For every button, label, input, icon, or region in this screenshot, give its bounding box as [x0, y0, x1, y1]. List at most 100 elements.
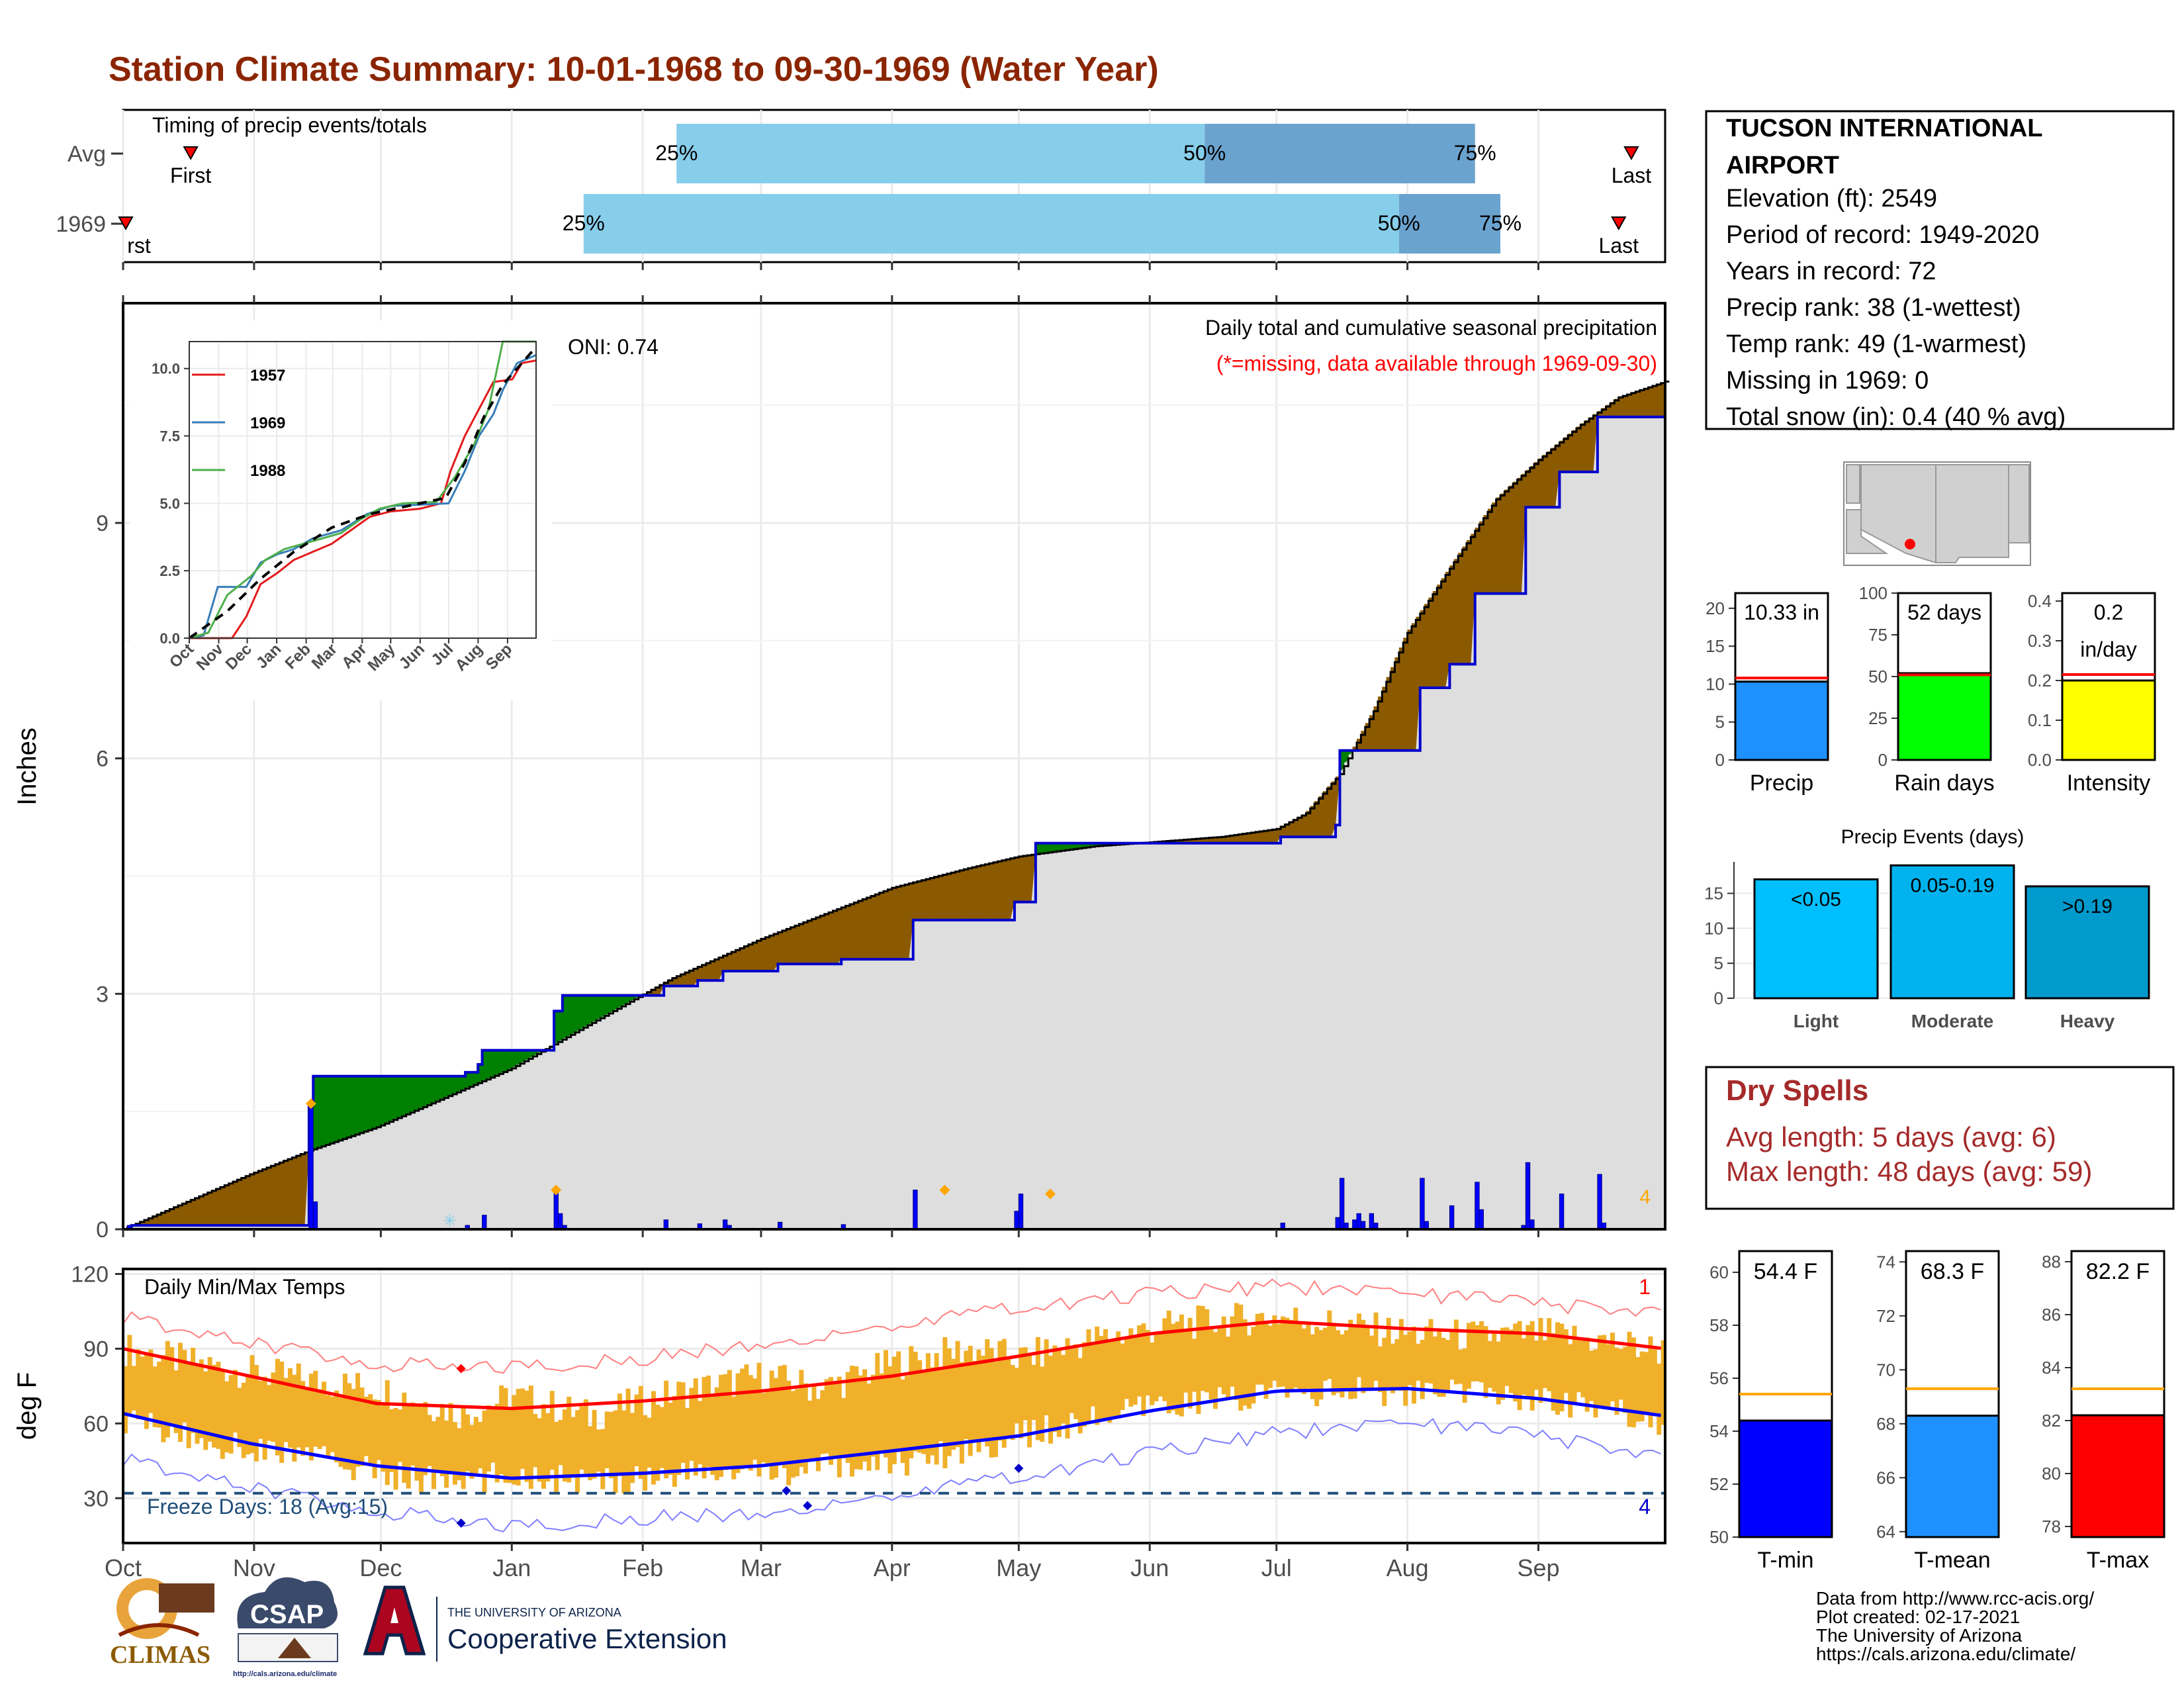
- temp-summary-ytick-label: 66: [1876, 1468, 1895, 1487]
- daily-temp-bar: [1052, 1345, 1058, 1432]
- daily-temp-bar: [439, 1403, 445, 1477]
- precip-departure-fill: [731, 951, 737, 971]
- precip-departure-fill: [1555, 444, 1561, 508]
- triangle-marker-icon: [183, 146, 199, 161]
- daily-temp-bar: [1432, 1336, 1437, 1395]
- daily-temp-bar: [292, 1374, 297, 1462]
- precip-departure-fill: [820, 915, 825, 964]
- daily-temp-bar: [1597, 1335, 1602, 1408]
- precip-departure-fill: [705, 962, 711, 981]
- precip-departure-fill: [313, 1076, 318, 1149]
- daily-temp-bar: [596, 1429, 601, 1472]
- daily-precip-bar: [1352, 1219, 1357, 1230]
- precip-departure-fill: [1179, 839, 1184, 843]
- daily-temp-bar: [271, 1372, 276, 1442]
- daily-precip-bar: [312, 1201, 318, 1230]
- precip-departure-fill: [1504, 489, 1510, 594]
- daily-temp-bar: [1247, 1335, 1252, 1409]
- precip-ytick-label: 9: [96, 511, 109, 536]
- precip-departure-fill: [520, 1050, 525, 1062]
- precip-departure-fill: [904, 884, 909, 960]
- precip-departure-fill: [207, 1192, 212, 1226]
- daily-temp-bar: [423, 1401, 428, 1476]
- timing-bar-25-50: [583, 194, 1399, 254]
- daily-temp-bar: [1281, 1316, 1286, 1387]
- precip-departure-fill: [161, 1211, 166, 1226]
- daily-temp-bar: [1302, 1328, 1306, 1394]
- daily-temp-bar: [1095, 1327, 1100, 1425]
- precip-departure-fill: [1525, 469, 1531, 508]
- daily-temp-bar: [304, 1389, 310, 1448]
- daily-temp-bar: [891, 1356, 897, 1464]
- daily-temp-bar: [177, 1342, 183, 1442]
- precip-departure-fill: [884, 890, 889, 960]
- daily-temp-bar: [1192, 1338, 1197, 1392]
- daily-temp-bar: [752, 1378, 758, 1460]
- precip-departure-fill: [165, 1209, 170, 1226]
- precip-departure-fill: [1547, 451, 1552, 508]
- daily-temp-bar: [600, 1429, 606, 1489]
- daily-temp-bar: [1437, 1331, 1442, 1397]
- precip-departure-fill: [1234, 835, 1239, 843]
- climas-logo-text: CLIMAS: [110, 1641, 210, 1669]
- daily-temp-bar: [1014, 1368, 1019, 1424]
- precip-event-count: 4: [1639, 1186, 1651, 1208]
- temp-summary-panels: 50 52 54 56 58 60 54.4 F T-min 64 66 68 70 72 74 68.3 …: [1709, 1250, 2165, 1573]
- precip-departure-fill: [727, 953, 732, 971]
- daily-temp-bar: [545, 1413, 551, 1482]
- ua-small-text: THE UNIVERSITY OF ARIZONA: [447, 1606, 621, 1619]
- daily-temp-bar: [1563, 1329, 1569, 1393]
- precip-departure-fill: [1610, 402, 1615, 417]
- daily-temp-bar: [1031, 1364, 1036, 1421]
- inset-legend-label: 1988: [250, 462, 285, 480]
- daily-temp-bar: [418, 1405, 424, 1493]
- diamond-marker-icon: [1045, 1188, 1056, 1199]
- summary-ytick-label: 10: [1706, 674, 1725, 694]
- daily-temp-bar: [558, 1419, 563, 1466]
- precip-departure-fill: [1255, 831, 1260, 843]
- precip-departure-fill: [1226, 835, 1231, 843]
- precip-departure-fill: [1272, 829, 1277, 843]
- daily-temp-bar: [668, 1403, 673, 1476]
- precip-departure-fill: [494, 1050, 500, 1075]
- precip-departure-fill: [355, 1076, 361, 1134]
- daily-precip-bar: [663, 1219, 668, 1230]
- daily-temp-bar: [1179, 1314, 1184, 1417]
- precip-departure-fill: [672, 977, 677, 986]
- precip-departure-fill: [224, 1184, 230, 1226]
- daily-temp-bar: [1132, 1335, 1138, 1405]
- precip-departure-fill: [1052, 843, 1058, 852]
- daily-temp-bar: [406, 1406, 411, 1489]
- daily-temp-bar: [287, 1368, 293, 1448]
- precip-departure-fill: [359, 1076, 365, 1133]
- daily-temp-bar: [1551, 1333, 1556, 1411]
- station-period: Period of record: 1949-2020: [1726, 221, 2039, 249]
- precip-departure-fill: [1597, 411, 1602, 417]
- daily-temp-bar: [583, 1399, 588, 1474]
- events-bar-label: 0.05-0.19: [1911, 874, 1995, 896]
- precip-departure-fill: [292, 1156, 297, 1226]
- footer-line-2: Plot created: 02-17-2021: [1816, 1607, 2020, 1627]
- temp-gauge-label: T-mean: [1914, 1548, 1990, 1573]
- summary-panels: 0 5 10 15 20 10.33 in Precip 0 25 50 75 100 52 days R…: [1706, 583, 2156, 796]
- daily-temp-bar: [938, 1368, 944, 1442]
- summary-ytick-label: 20: [1706, 598, 1725, 618]
- precip-departure-fill: [1293, 819, 1298, 837]
- daily-temp-bar: [1576, 1340, 1581, 1393]
- precip-departure-fill: [524, 1050, 529, 1060]
- footer-line-4: https://cals.arizona.edu/climate/: [1816, 1644, 2075, 1664]
- month-label: Jun: [1130, 1554, 1169, 1581]
- precip-departure-fill: [778, 931, 783, 964]
- daily-temp-bar: [1462, 1348, 1467, 1403]
- precip-departure-fill: [490, 1050, 496, 1077]
- precip-departure-fill: [507, 1050, 512, 1070]
- precip-departure-fill: [723, 955, 728, 971]
- precip-departure-fill: [1475, 528, 1480, 594]
- daily-temp-bar: [837, 1376, 842, 1477]
- daily-temp-bar: [1606, 1344, 1611, 1407]
- timing-bar-50-75: [1205, 124, 1475, 183]
- daily-temp-bar: [1212, 1332, 1218, 1409]
- inset-ytick-label: 0.0: [159, 630, 180, 647]
- daily-temp-bar: [803, 1383, 808, 1474]
- precip-departure-fill: [1200, 838, 1205, 843]
